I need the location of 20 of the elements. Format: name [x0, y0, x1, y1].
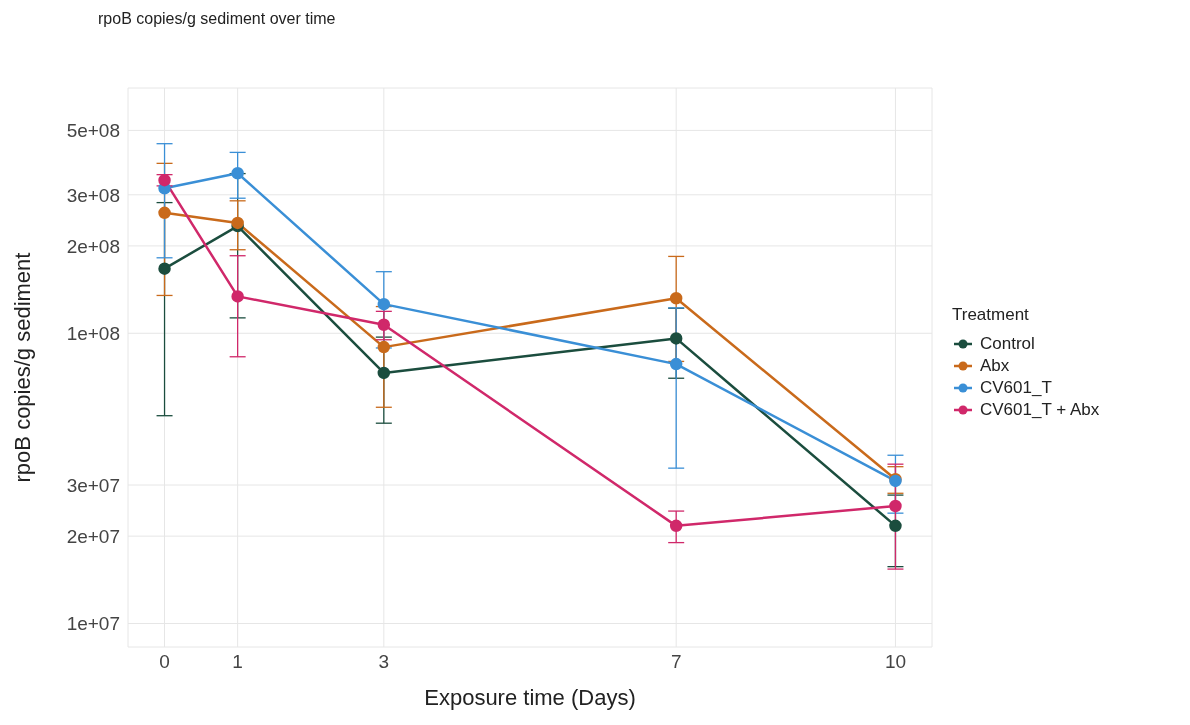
x-tick-label: 3	[378, 651, 390, 673]
legend-label: Abx	[980, 355, 1010, 376]
legend-label: CV601_T + Abx	[980, 399, 1100, 420]
y-tick-label: 2e+07	[66, 525, 120, 547]
x-tick-label: 10	[884, 651, 907, 673]
y-tick-label: 1e+07	[66, 613, 120, 635]
y-tick-label: 2e+08	[66, 235, 120, 257]
x-axis-title: Exposure time (Days)	[424, 685, 636, 710]
y-tick-label: 3e+07	[66, 474, 120, 496]
x-tick-label: 0	[159, 651, 170, 673]
y-tick-label: 5e+08	[66, 120, 120, 142]
x-tick-label: 1	[232, 651, 243, 673]
y-axis-title: rpoB copies/g sediment	[9, 252, 35, 483]
legend-title: Treatment	[952, 304, 1030, 325]
y-tick-label: 3e+08	[66, 184, 120, 206]
y-tick-label: 1e+08	[66, 323, 120, 345]
x-tick-label: 7	[670, 651, 682, 673]
legend-label: Control	[980, 333, 1035, 354]
legend-label: CV601_T	[980, 377, 1052, 398]
chart-title: rpoB copies/g sediment over time	[98, 10, 336, 28]
